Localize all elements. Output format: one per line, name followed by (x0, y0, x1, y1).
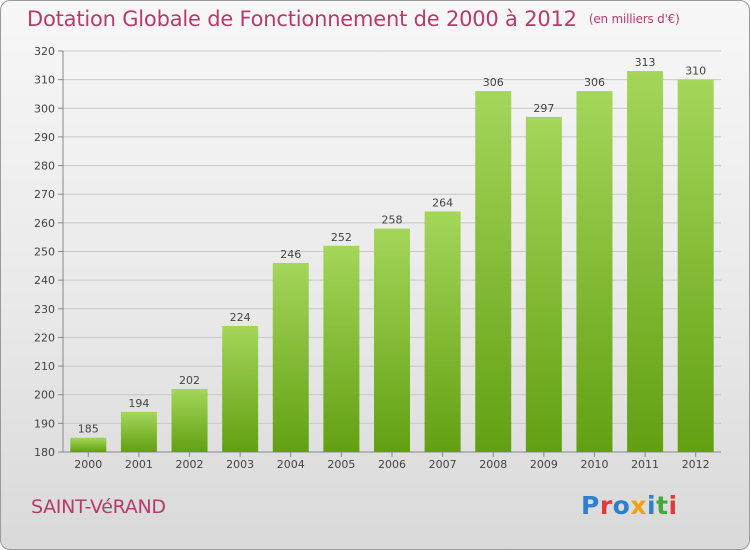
x-tick-label: 2001 (125, 458, 153, 471)
bar-2000 (70, 437, 107, 452)
data-label: 246 (280, 248, 301, 261)
logo-letter: r (599, 491, 613, 520)
x-tick-label: 2006 (378, 458, 406, 471)
bar-2005 (323, 245, 360, 452)
y-tick-label: 240 (34, 274, 55, 287)
labels: 180 190 200 210 220 230 240 250 260 270 280 290 300 3… (34, 45, 710, 471)
bar-2010 (576, 91, 613, 452)
y-tick-label: 220 (34, 331, 55, 344)
y-tick-label: 230 (34, 303, 55, 316)
x-tick-label: 2008 (479, 458, 507, 471)
chart-unit: (en milliers d'€) (588, 12, 680, 26)
logo-letter: t (656, 491, 669, 520)
bar-2012 (677, 79, 714, 453)
logo-letter: o (612, 491, 631, 520)
x-tick-label: 2007 (429, 458, 457, 471)
x-tick-label: 2011 (631, 458, 659, 471)
bar-2001 (120, 411, 157, 452)
x-tick-label: 2010 (580, 458, 608, 471)
y-tick-label: 200 (34, 389, 55, 402)
x-tick-label: 2012 (682, 458, 710, 471)
y-tick-label: 310 (34, 74, 55, 87)
bar-2003 (222, 325, 259, 452)
chart-title: Dotation Globale de Fonctionnement de 20… (27, 7, 680, 31)
y-tick-label: 280 (34, 160, 55, 173)
data-label: 310 (685, 65, 706, 78)
x-tick-label: 2000 (74, 458, 102, 471)
commune-name: SAINT-VéRAND (31, 496, 166, 518)
data-label: 185 (78, 423, 99, 436)
data-label: 194 (128, 397, 149, 410)
y-tick-label: 320 (34, 45, 55, 58)
y-tick-label: 210 (34, 360, 55, 373)
x-tick-label: 2005 (327, 458, 355, 471)
data-label: 313 (635, 56, 656, 69)
y-tick-label: 250 (34, 246, 55, 259)
data-label: 264 (432, 196, 453, 209)
x-tick-label: 2003 (226, 458, 254, 471)
bars (70, 71, 714, 453)
bar-2007 (424, 211, 461, 452)
data-label: 306 (483, 76, 504, 89)
x-tick-label: 2002 (176, 458, 204, 471)
y-tick-label: 300 (34, 102, 55, 115)
x-tick-label: 2009 (530, 458, 558, 471)
y-tick-label: 270 (34, 188, 55, 201)
logo-letter: i (647, 491, 657, 520)
data-label: 258 (382, 214, 403, 227)
bar-2008 (475, 91, 512, 452)
bar-2006 (374, 228, 410, 452)
data-label: 252 (331, 231, 352, 244)
bar-2002 (171, 388, 208, 452)
logo-letter: x (630, 491, 647, 520)
bar-2009 (525, 116, 562, 452)
y-tick-label: 290 (34, 131, 55, 144)
x-tick-label: 2004 (277, 458, 305, 471)
data-label: 224 (230, 311, 251, 324)
proxiti-logo: Proxiti (581, 491, 678, 520)
data-label: 306 (584, 76, 605, 89)
y-tick-label: 180 (34, 446, 55, 459)
logo-letter: i (668, 491, 678, 520)
bar-2011 (627, 71, 664, 453)
bar-2004 (272, 262, 309, 452)
y-tick-label: 190 (34, 417, 55, 430)
data-label: 297 (533, 102, 554, 115)
chart-title-text: Dotation Globale de Fonctionnement de 20… (27, 7, 577, 31)
data-label: 202 (179, 374, 200, 387)
logo-letter: P (581, 491, 600, 520)
y-tick-label: 260 (34, 217, 55, 230)
